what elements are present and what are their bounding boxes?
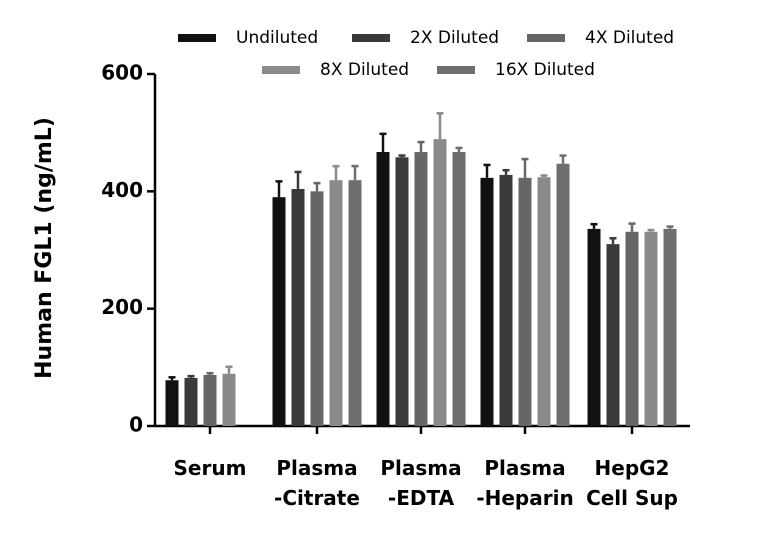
bar <box>433 139 447 426</box>
x-tick-label: Serum <box>173 456 247 480</box>
x-tick-label: Plasma -Heparin <box>476 456 574 510</box>
legend-label: 16X Diluted <box>495 60 595 80</box>
bar <box>663 228 677 426</box>
bar <box>348 180 362 426</box>
bar <box>272 197 286 426</box>
y-tick-label: 600 <box>101 61 143 85</box>
legend-swatch <box>262 66 300 74</box>
bar <box>291 188 305 426</box>
y-axis-label: Human FGL1 (ng/mL) <box>32 117 57 379</box>
bar <box>452 152 466 426</box>
bar <box>518 177 532 426</box>
bar <box>644 231 658 426</box>
bar <box>184 377 198 426</box>
x-tick-label: Plasma -Citrate <box>274 456 360 510</box>
x-tick-label: HepG2 Cell Sup <box>586 456 678 510</box>
bar <box>414 152 428 426</box>
legend-label: Undiluted <box>236 28 318 48</box>
legend-label: 8X Diluted <box>320 60 409 80</box>
bar <box>329 180 343 426</box>
bar <box>376 152 390 426</box>
bar <box>480 177 494 426</box>
bar <box>625 231 639 426</box>
bar <box>203 374 217 426</box>
legend-swatch <box>178 34 216 42</box>
x-tick-label: Plasma -EDTA <box>380 456 462 510</box>
bar <box>395 157 409 426</box>
y-tick-label: 200 <box>101 295 143 319</box>
legend-label: 2X Diluted <box>410 28 499 48</box>
bar <box>587 228 601 426</box>
bar <box>537 177 551 426</box>
y-tick-label: 400 <box>101 178 143 202</box>
legend-swatch <box>437 66 475 74</box>
y-tick-label: 0 <box>129 413 143 437</box>
bar <box>556 163 570 426</box>
bar <box>499 174 513 426</box>
bar <box>222 373 236 426</box>
bar <box>310 191 324 426</box>
legend-swatch <box>352 34 390 42</box>
bar <box>165 380 179 426</box>
legend-swatch <box>527 34 565 42</box>
bar <box>606 244 620 426</box>
legend-label: 4X Diluted <box>585 28 674 48</box>
